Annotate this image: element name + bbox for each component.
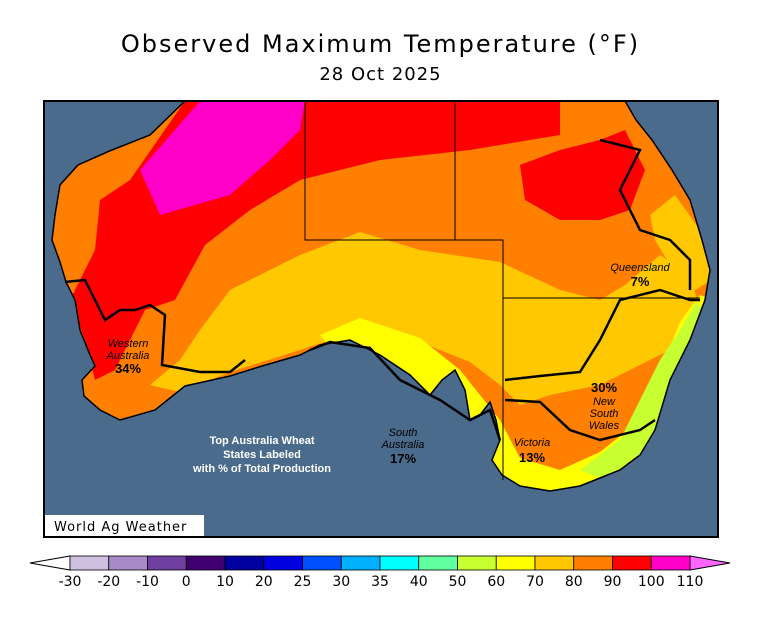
svg-text:7%: 7% [631,274,650,289]
legend-tick-label: -20 [97,574,120,590]
color-legend: -30 -20 -10 0 10 20 25 30 35 40 50 60 70 80 90 100 110 [29,555,731,590]
legend-bin [379,555,420,571]
legend-tick-label: 25 [294,574,312,590]
wheat-note: Top Australia Wheat States Labeled with … [192,435,331,475]
legend-bin [573,555,613,571]
svg-text:States Labeled: States Labeled [223,449,301,461]
legend-bin [69,555,110,571]
legend-tick-label: -10 [136,574,159,590]
svg-text:34%: 34% [115,361,141,376]
svg-text:New: New [593,396,616,408]
legend-tick-label: 20 [255,574,273,590]
legend-bin [612,555,652,571]
svg-text:30%: 30% [591,380,617,395]
legend-bin [108,555,148,571]
legend-tick-label: 60 [487,574,505,590]
svg-text:Western: Western [108,338,149,350]
legend-bin [302,555,342,571]
svg-text:Queensland: Queensland [610,262,670,274]
legend-bin [457,555,497,571]
legend-bin [185,555,226,571]
legend-above-arrow [689,555,731,571]
wheat-region-outlines [64,138,700,442]
legend-tick-label: 40 [410,574,428,590]
map-title: Observed Maximum Temperature (°F) [120,30,641,58]
legend-tick-label: 110 [677,574,704,590]
svg-text:Top Australia Wheat: Top Australia Wheat [209,435,314,447]
svg-text:Australia: Australia [106,350,150,362]
legend-bin [534,555,575,571]
legend-tick-label: 30 [332,574,350,590]
legend-tick-label: 80 [565,574,583,590]
legend-bin [495,555,536,571]
svg-text:Wales: Wales [589,420,620,432]
legend-bin [650,555,691,571]
state-label-south-australia: South Australia 17% [381,427,425,466]
svg-text:South: South [590,408,619,420]
legend-tick-label: 10 [216,574,234,590]
legend-tick-label: 100 [638,574,665,590]
legend-bin [418,555,458,571]
legend-bin [147,555,187,571]
legend-tick-label: 50 [449,574,467,590]
credit-box [45,515,204,536]
legend-bin [340,555,381,571]
credit-text: World Ag Weather [54,520,187,535]
state-borders [304,101,700,480]
svg-text:Australia: Australia [381,439,425,451]
svg-text:South: South [389,427,418,439]
state-label-western-australia: Western Australia 34% [106,338,150,376]
legend-bin [263,555,303,571]
state-label-new-south-wales: 30% New South Wales [589,380,620,432]
map-date: 28 Oct 2025 [319,64,442,85]
legend-bin [224,555,265,571]
legend-below-arrow [29,555,71,571]
legend-tick-label: 90 [604,574,622,590]
map-frame [43,100,719,538]
svg-text:13%: 13% [519,450,545,465]
legend-tick-label: 35 [371,574,389,590]
legend-tick-label: 70 [526,574,544,590]
legend-tick-label: -30 [59,574,82,590]
state-label-victoria: Victoria 13% [514,437,550,465]
legend-tick-label: 0 [182,574,191,590]
svg-text:17%: 17% [390,451,416,466]
state-label-queensland: Queensland 7% [610,262,670,289]
svg-text:with % of Total Production: with % of Total Production [192,463,331,475]
svg-text:Victoria: Victoria [514,437,550,449]
